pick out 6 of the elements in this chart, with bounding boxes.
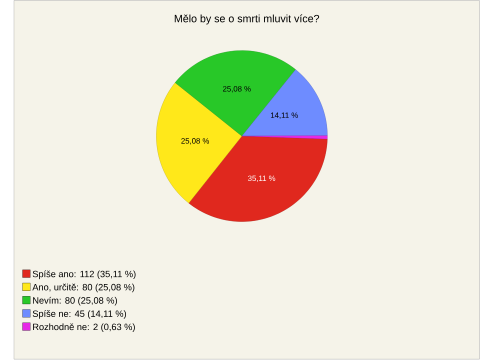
chart-title: Mělo by se o smrti mluvit více? — [174, 14, 320, 25]
legend-label: Spíše ne: 45 (14,11 %) — [32, 310, 126, 319]
legend-label: Ano, určitě: 80 (25,08 %) — [32, 284, 134, 292]
legend-label: Nevím: 80 (25,08 %) — [33, 297, 117, 306]
legend-label: Rozhodně ne: 2 (0,63 %) — [33, 324, 135, 332]
legend-label: Spíše ano: 112 (35,11 %) — [32, 270, 136, 280]
